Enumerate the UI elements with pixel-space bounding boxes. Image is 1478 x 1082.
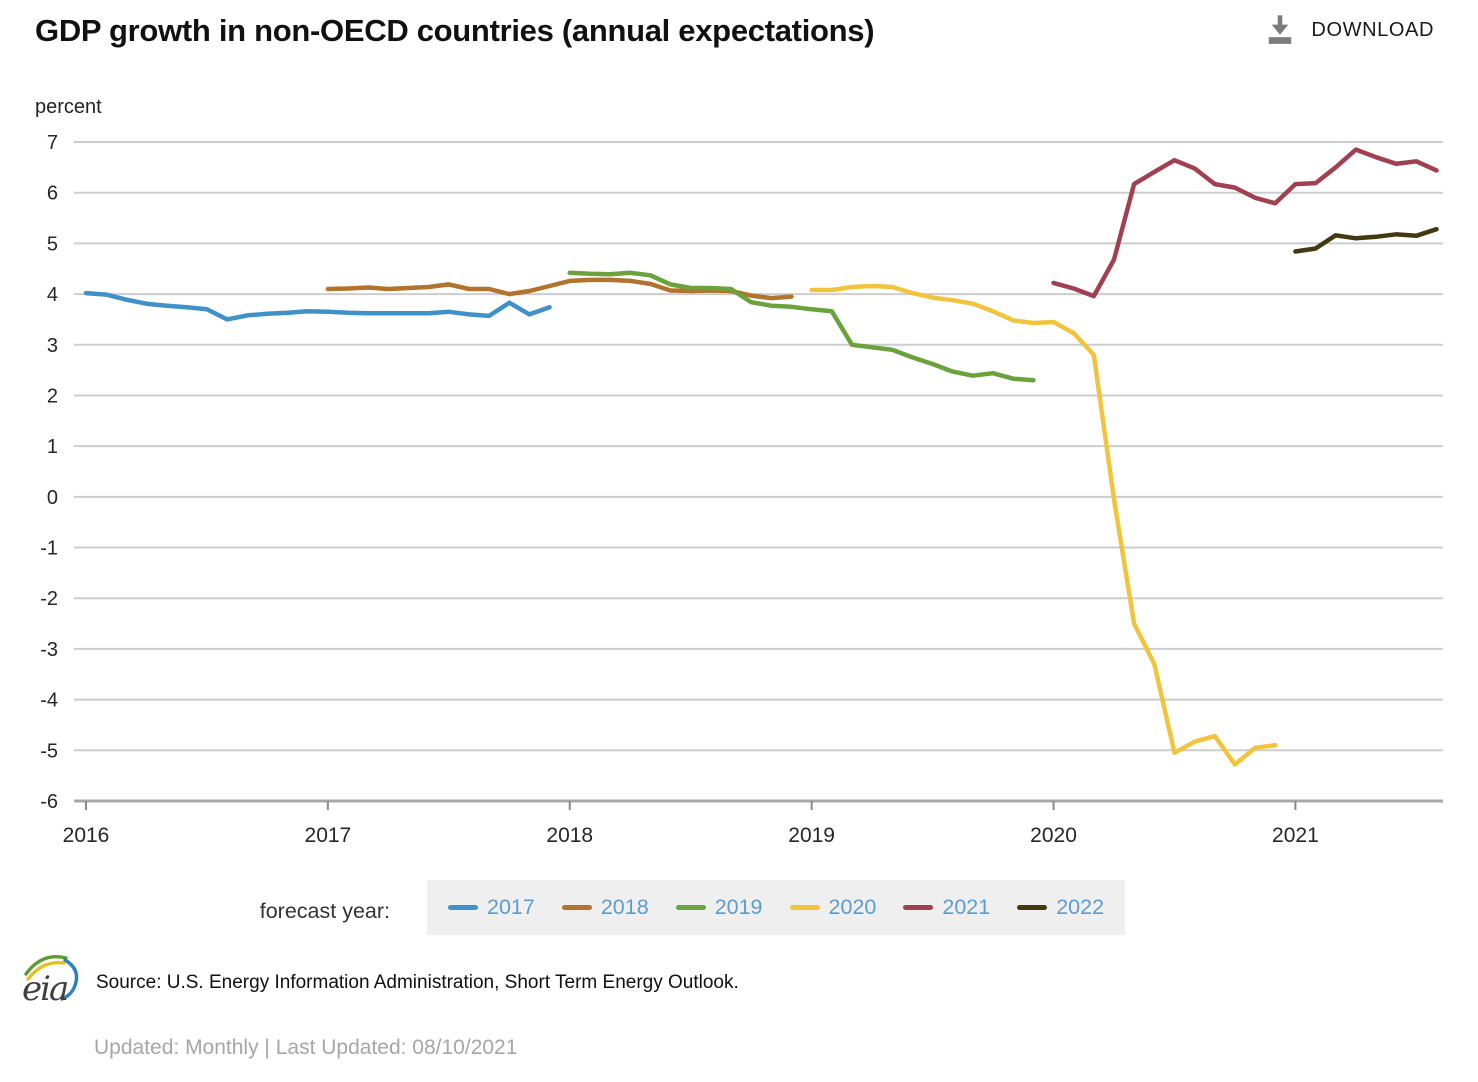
legend-item-2022[interactable]: 2022 [1017,895,1104,920]
x-axis-label-2017: 2017 [305,824,352,847]
updated-text: Updated: Monthly | Last Updated: 08/10/2… [94,1036,518,1059]
svg-text:eia: eia [22,969,67,1008]
legend-year-label: 2018 [600,895,649,919]
legend-year-label: 2019 [714,895,763,919]
series-line-2018[interactable] [325,277,794,301]
y-axis-label--3: -3 [40,639,58,661]
legend-swatch-2019 [675,905,706,910]
legend-year-label: 2020 [828,895,877,919]
y-axis-label-3: 3 [47,335,58,357]
series-line-2022[interactable] [1293,226,1439,254]
source-text: Source: U.S. Energy Information Administ… [96,972,739,993]
legend: 2017 2018 2019 2020 2021 2022 [427,880,1126,935]
y-axis-label-0: 0 [47,487,58,509]
y-axis-label--4: -4 [40,690,58,712]
legend-item-2019[interactable]: 2019 [675,895,763,920]
y-axis-label-6: 6 [47,183,58,205]
eia-logo[interactable]: eia [20,950,84,1013]
series-line-2017[interactable] [83,290,552,322]
y-axis-label-1: 1 [47,436,58,458]
series-line-2021[interactable] [1051,147,1439,299]
y-axis-label--2: -2 [40,588,58,610]
y-axis-label--6: -6 [40,791,58,813]
legend-swatch-2021 [903,905,934,910]
download-button[interactable]: DOWNLOAD [1264,12,1434,48]
x-axis-label-2019: 2019 [788,824,835,847]
legend-year-label: 2022 [1056,895,1105,919]
download-icon [1264,12,1296,48]
legend-swatch-2018 [561,905,592,910]
legend-item-2020[interactable]: 2020 [789,895,877,920]
x-axis-label-2016: 2016 [63,824,110,847]
x-axis-label-2021: 2021 [1272,824,1319,847]
page-title: GDP growth in non-OECD countries (annual… [35,13,875,48]
legend-swatch-2017 [448,905,478,910]
y-axis-label--1: -1 [40,538,58,560]
legend-label: forecast year: [259,899,390,923]
legend-item-2021[interactable]: 2021 [903,895,990,920]
legend-swatch-2022 [1017,905,1048,910]
legend-item-2018[interactable]: 2018 [561,895,649,920]
legend-year-label: 2017 [487,895,535,919]
series-line-2020[interactable] [809,283,1278,767]
y-axis-label--5: -5 [40,740,58,762]
y-axis-unit-label: percent [35,96,102,118]
legend-swatch-2020 [789,905,820,910]
y-axis-label-2: 2 [47,385,58,407]
y-axis-label-4: 4 [47,284,58,306]
legend-item-2017[interactable]: 2017 [448,895,535,920]
x-axis-label-2020: 2020 [1030,824,1077,847]
y-axis-label-7: 7 [47,132,58,154]
legend-year-label: 2021 [942,895,991,919]
download-label: DOWNLOAD [1311,18,1434,41]
y-axis-label-5: 5 [47,233,58,255]
series-line-2019[interactable] [567,270,1036,383]
x-axis-label-2018: 2018 [546,824,593,847]
